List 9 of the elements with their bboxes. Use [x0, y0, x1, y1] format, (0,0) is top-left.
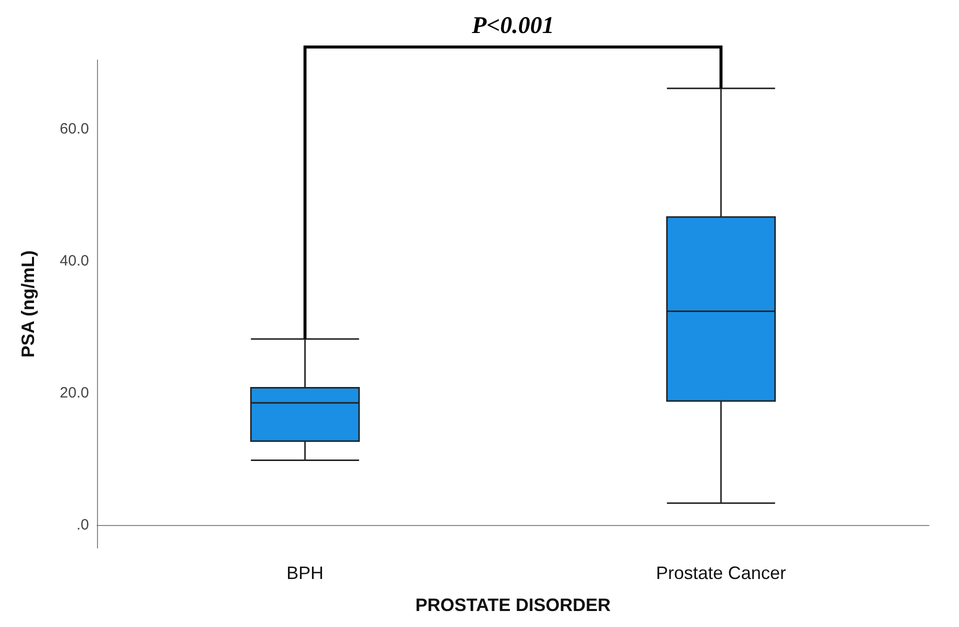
- y-axis-title: PSA (ng/mL): [18, 250, 38, 358]
- y-tick-label: 40.0: [60, 252, 89, 270]
- x-tick-label: BPH: [286, 563, 324, 583]
- y-tick-label: 20.0: [60, 384, 89, 402]
- y-tick-label: .0: [76, 516, 89, 534]
- text: P<0.001: [470, 13, 554, 39]
- y-tick-label: 60.0: [60, 120, 89, 138]
- x-axis-title: PROSTATE DISORDER: [415, 595, 611, 615]
- x-tick-label: Prostate Cancer: [656, 563, 786, 583]
